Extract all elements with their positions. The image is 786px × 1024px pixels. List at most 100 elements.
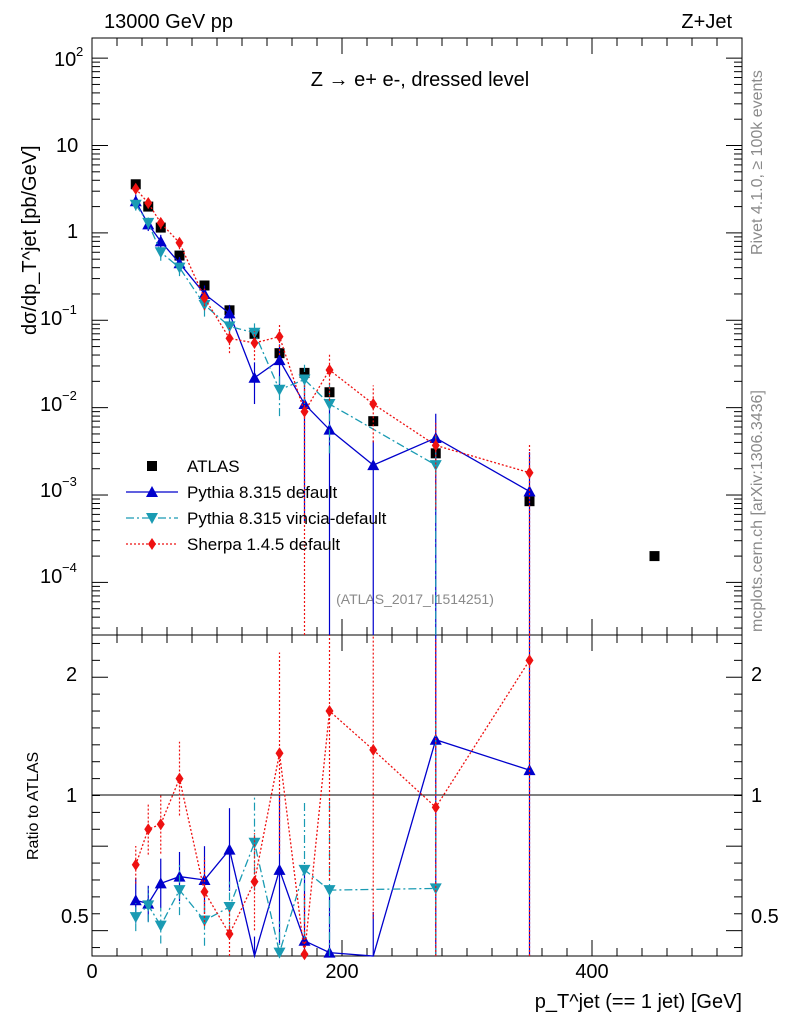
y-tick-label-100: 10 2 (54, 44, 83, 71)
point-pythia-8-315-default (223, 307, 236, 319)
ratio-point-pythia-8-315-default (223, 843, 236, 855)
x-tick-label-0: 0 (86, 961, 97, 983)
point-pythia-8-315-vincia-default (248, 327, 261, 339)
ratio-axis-label: Ratio to ATLAS (25, 752, 42, 860)
ratio-point-sherpa-1-4-5-default (200, 885, 209, 898)
point-pythia-8-315-vincia-default (142, 217, 155, 229)
analysis-id: (ATLAS_2017_I1514251) (336, 591, 494, 607)
legend-marker-sherpa-1-4-5-default (148, 538, 156, 550)
legend-label-pythia-8-315-vincia-default: Pythia 8.315 vincia-default (187, 509, 387, 528)
point-sherpa-1-4-5-default (431, 439, 440, 452)
ratio-point-sherpa-1-4-5-default (131, 858, 140, 871)
point-atlas (299, 367, 310, 378)
point-sherpa-1-4-5-default (275, 330, 284, 343)
svg-text:−3: −3 (62, 474, 77, 489)
point-sherpa-1-4-5-default (300, 405, 309, 418)
point-sherpa-1-4-5-default (144, 196, 153, 209)
ratio-tick-label-0.5: 0.5 (61, 906, 89, 928)
point-sherpa-1-4-5-default (369, 398, 378, 411)
svg-text:10: 10 (40, 308, 62, 330)
legend-label-pythia-8-315-default: Pythia 8.315 default (187, 483, 338, 502)
legend-item-atlas: ATLAS (147, 457, 240, 476)
ratio-point-pythia-8-315-vincia-default (223, 902, 236, 914)
point-sherpa-1-4-5-default (225, 332, 234, 345)
svg-text:10: 10 (40, 566, 62, 588)
svg-text:10: 10 (54, 49, 76, 71)
y-tick-label-1: 1 (67, 221, 78, 243)
ratio-point-pythia-8-315-vincia-default (173, 885, 186, 897)
ratio-point-pythia-8-315-vincia-default (248, 837, 261, 849)
plot-title: Z → e+ e-, dressed level (311, 69, 529, 91)
point-atlas (649, 551, 660, 562)
legend-label-sherpa-1-4-5-default: Sherpa 1.4.5 default (187, 535, 340, 554)
ratio-tick-label-right-0.5: 0.5 (751, 906, 779, 928)
point-sherpa-1-4-5-default (131, 182, 140, 195)
point-sherpa-1-4-5-default (175, 236, 184, 249)
legend-marker-atlas (147, 461, 157, 471)
point-sherpa-1-4-5-default (200, 291, 209, 304)
ratio-point-pythia-8-315-default (129, 894, 142, 906)
point-sherpa-1-4-5-default (525, 466, 534, 479)
series-line-pythia-8-315-default (135, 200, 530, 492)
ratio-point-sherpa-1-4-5-default (250, 875, 259, 888)
point-pythia-8-315-default (367, 459, 380, 471)
point-pythia-8-315-default (154, 235, 167, 247)
ratio-point-sherpa-1-4-5-default (156, 818, 165, 831)
main-data-layer (129, 179, 660, 635)
y-tick-label-0.1: 10 −1 (40, 302, 77, 330)
rivet-label: Rivet 4.1.0, ≥ 100k events (749, 70, 766, 255)
ratio-tick-label-right-1: 1 (751, 785, 762, 807)
y-axis-label: dσ/dp_T^jet [pb/GeV] (19, 145, 41, 335)
ratio-point-pythia-8-315-default (298, 934, 311, 946)
header-right: Z+Jet (681, 11, 732, 33)
point-pythia-8-315-default (248, 371, 261, 383)
ratio-point-sherpa-1-4-5-default (275, 747, 284, 760)
y-tick-label-0.0001: 10 −4 (40, 560, 77, 588)
ratio-tick-label-2: 2 (66, 664, 77, 686)
point-sherpa-1-4-5-default (325, 363, 334, 376)
x-axis-ticks (91, 38, 743, 956)
point-pythia-8-315-vincia-default (154, 247, 167, 259)
ratio-point-pythia-8-315-vincia-default (323, 885, 336, 897)
header-left: 13000 GeV pp (104, 11, 233, 33)
ratio-point-sherpa-1-4-5-default (300, 948, 309, 961)
y-tick-label-0.01: 10 −2 (40, 388, 77, 416)
x-tick-label-200: 200 (325, 961, 358, 983)
ratio-tick-label-1: 1 (66, 785, 77, 807)
ratio-point-pythia-8-315-default (198, 873, 211, 885)
legend-item-pythia-8-315-vincia-default: Pythia 8.315 vincia-default (126, 509, 387, 528)
svg-text:−4: −4 (62, 560, 77, 575)
ratio-line-pythia-8-315-default (135, 738, 530, 959)
x-axis-label: p_T^jet (== 1 jet) [GeV] (535, 991, 742, 1013)
ratio-data-layer (129, 635, 536, 961)
legend-marker-pythia-8-315-vincia-default (146, 513, 158, 524)
point-sherpa-1-4-5-default (250, 336, 259, 349)
y-tick-label-0.001: 10 −3 (40, 474, 77, 502)
ratio-point-sherpa-1-4-5-default (431, 801, 440, 814)
ratio-tick-label-right-2: 2 (751, 664, 762, 686)
ratio-point-pythia-8-315-default (523, 764, 536, 776)
svg-text:10: 10 (40, 480, 62, 502)
point-sherpa-1-4-5-default (156, 216, 165, 229)
legend-item-sherpa-1-4-5-default: Sherpa 1.4.5 default (126, 535, 340, 554)
mcplots-label: mcplots.cern.ch [arXiv:1306.3436] (749, 390, 766, 632)
ratio-point-pythia-8-315-vincia-default (429, 883, 442, 895)
ratio-point-pythia-8-315-vincia-default (298, 864, 311, 876)
svg-text:10: 10 (40, 394, 62, 416)
legend-marker-pythia-8-315-default (146, 486, 158, 497)
main-axis-ticks (92, 57, 742, 629)
point-pythia-8-315-vincia-default (223, 321, 236, 333)
svg-text:−1: −1 (62, 302, 77, 317)
legend-label-atlas: ATLAS (187, 457, 240, 476)
ratio-point-sherpa-1-4-5-default (369, 743, 378, 756)
point-pythia-8-315-vincia-default (429, 460, 442, 472)
ratio-point-sherpa-1-4-5-default (325, 705, 334, 718)
ratio-point-pythia-8-315-vincia-default (129, 912, 142, 924)
ratio-point-sherpa-1-4-5-default (225, 928, 234, 941)
ratio-point-pythia-8-315-default (154, 877, 167, 889)
point-atlas (174, 250, 185, 261)
ratio-point-pythia-8-315-vincia-default (142, 900, 155, 912)
legend-item-pythia-8-315-default: Pythia 8.315 default (126, 483, 338, 502)
ratio-point-sherpa-1-4-5-default (175, 772, 184, 785)
